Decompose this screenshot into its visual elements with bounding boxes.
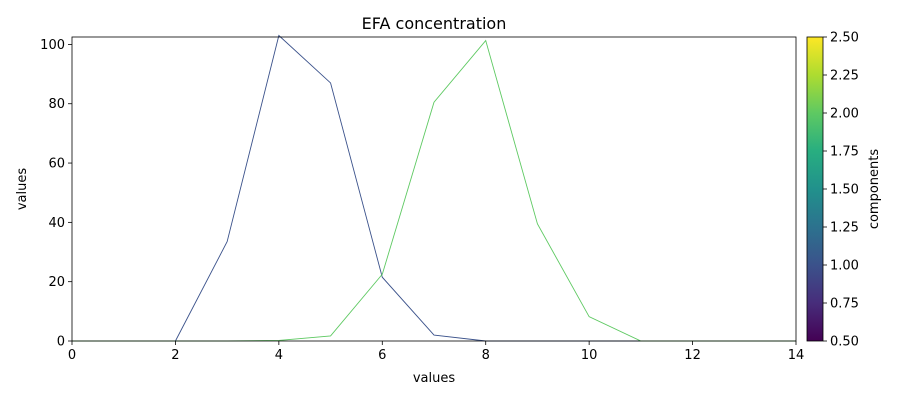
x-tick-label: 8	[482, 348, 490, 363]
y-axis-label: values	[15, 168, 30, 211]
x-tick-label: 6	[378, 348, 386, 363]
colorbar-tick-label: 2.00	[830, 107, 859, 122]
series-line-1	[72, 34, 796, 342]
x-axis-ticks: 0 2 4 6 8 10 12 14	[68, 341, 804, 363]
series-layer	[72, 34, 796, 342]
y-tick-label: 100	[40, 38, 65, 53]
colorbar-ticks: 0.50 0.75 1.00 1.25 1.50 1.75 2.00 2.25 2.50	[823, 31, 859, 350]
x-tick-label: 12	[684, 348, 701, 363]
colorbar-tick-label: 1.50	[830, 183, 859, 198]
y-tick-label: 60	[48, 157, 65, 172]
colorbar-tick-label: 1.75	[830, 145, 859, 160]
plot-area: 0 2 4 6 8 10 12 14 0 20 40 60 80 100	[40, 34, 804, 363]
x-axis-label: values	[413, 371, 456, 386]
colorbar-label: components	[867, 149, 882, 230]
y-tick-label: 20	[48, 275, 65, 290]
colorbar-tick-label: 0.50	[830, 335, 859, 350]
colorbar-gradient	[806, 36, 824, 342]
colorbar-tick-label: 1.00	[830, 259, 859, 274]
colorbar-tick-label: 0.75	[830, 297, 859, 312]
x-tick-label: 4	[275, 348, 283, 363]
x-tick-label: 10	[581, 348, 598, 363]
x-tick-label: 2	[171, 348, 179, 363]
colorbar: 0.50 0.75 1.00 1.25 1.50 1.75 2.00 2.25 2.50 com…	[806, 31, 882, 350]
y-axis-ticks: 0 20 40 60 80 100	[40, 38, 72, 350]
y-tick-label: 0	[57, 335, 65, 350]
y-tick-label: 40	[48, 216, 65, 231]
colorbar-tick-label: 2.25	[830, 69, 859, 84]
y-tick-label: 80	[48, 97, 65, 112]
series-line-2	[72, 39, 796, 342]
plot-frame	[71, 36, 797, 342]
x-tick-label: 14	[788, 348, 805, 363]
colorbar-tick-label: 2.50	[830, 31, 859, 46]
colorbar-tick-label: 1.25	[830, 221, 859, 236]
x-tick-label: 0	[68, 348, 76, 363]
chart-title: EFA concentration	[362, 14, 507, 33]
